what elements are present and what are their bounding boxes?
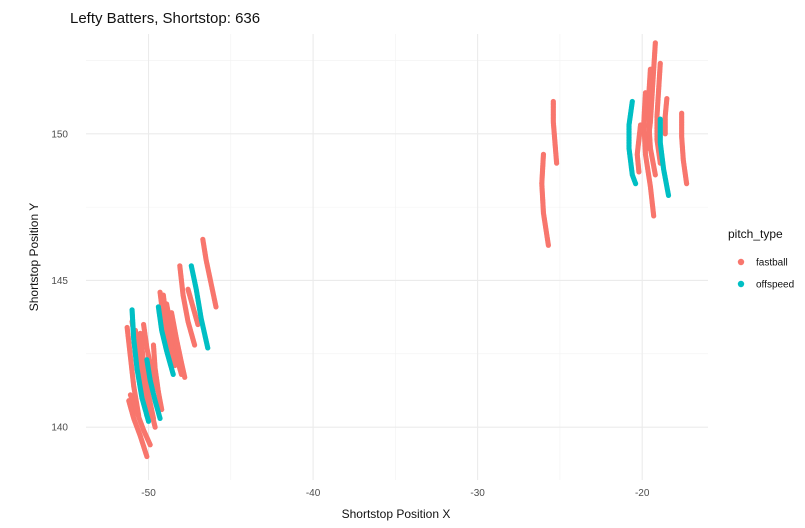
data-point (144, 453, 150, 460)
x-tick-label: -40 (306, 488, 321, 499)
data-point (182, 374, 188, 380)
data-point (636, 169, 642, 175)
series-offspeed (129, 98, 672, 424)
data-point (147, 442, 153, 448)
x-tick-label: -50 (141, 488, 156, 499)
minor-gridlines (86, 34, 708, 480)
data-point (665, 192, 672, 198)
y-axis-ticks: 140 145 150 (51, 129, 68, 433)
y-tick-label: 140 (51, 423, 68, 434)
series-fastball (124, 40, 690, 460)
legend-label-offspeed: offspeed (756, 280, 794, 291)
x-tick-label: -30 (470, 488, 485, 499)
y-tick-label: 150 (51, 129, 68, 140)
x-axis-title: Shortstop Position X (342, 507, 451, 521)
data-point (157, 415, 163, 421)
data-point (632, 181, 639, 187)
data-point (662, 131, 668, 137)
data-point (152, 424, 158, 430)
y-axis-title: Shortstop Position Y (27, 203, 41, 312)
data-point (545, 242, 551, 248)
legend-title: pitch_type (728, 227, 783, 241)
x-axis-ticks: -50 -40 -30 -20 (141, 488, 650, 499)
data-point (652, 172, 658, 178)
y-tick-label: 145 (51, 276, 68, 287)
data-point (170, 371, 176, 377)
chart-title: Lefty Batters, Shortstop: 636 (70, 10, 260, 27)
legend-key-fastball (737, 258, 745, 266)
data-point (684, 181, 690, 187)
data-point (554, 160, 560, 166)
data-point (651, 213, 657, 219)
data-points (124, 40, 690, 460)
legend-key-offspeed (737, 280, 745, 288)
major-gridlines (86, 34, 708, 480)
data-point (213, 304, 219, 310)
data-point (205, 345, 211, 351)
legend-label-fastball: fastball (756, 258, 788, 269)
legend: pitch_type fastball offspeed (728, 227, 794, 291)
x-tick-label: -20 (635, 488, 650, 499)
data-point (145, 418, 152, 424)
data-point (192, 342, 198, 348)
data-point (195, 321, 201, 328)
